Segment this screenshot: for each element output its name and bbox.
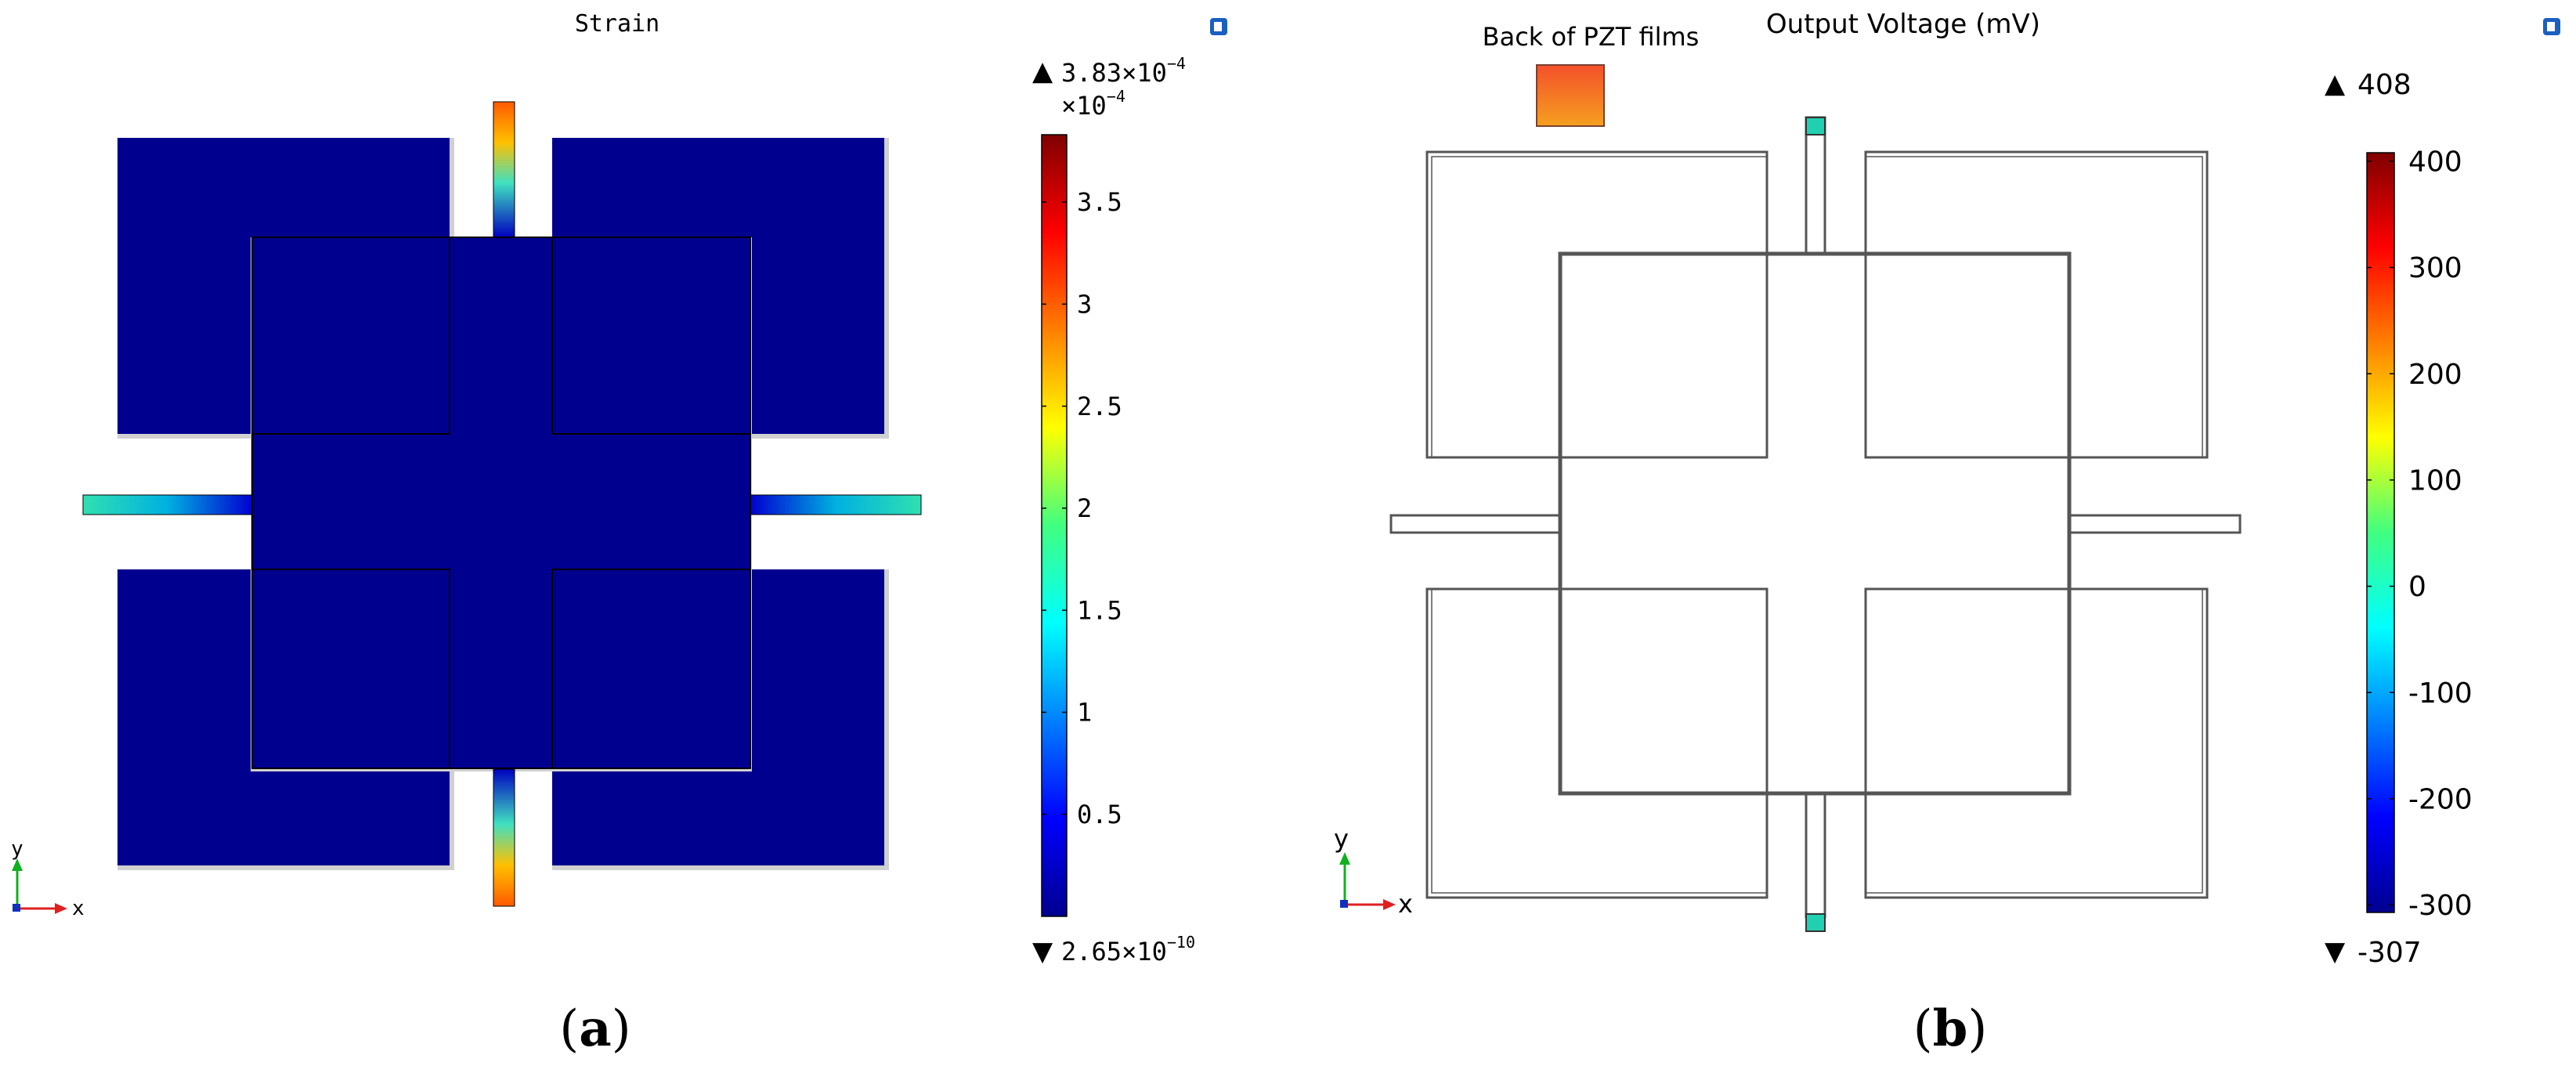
legend-max-value-b: 408	[2357, 69, 2412, 101]
view-icon-b[interactable]	[2543, 18, 2560, 35]
pad-top-right	[1864, 150, 2209, 459]
legend-min-value-b: -307	[2357, 937, 2422, 969]
beam-right	[750, 494, 922, 515]
strain-legend-tick-label: 3	[1077, 289, 1092, 319]
strain-legend-tick-label: 2	[1077, 493, 1092, 523]
voltage-legend-tick-label: 400	[2408, 146, 2462, 178]
voltage-legend-tick-label: -200	[2408, 783, 2473, 815]
beam-right-b	[2068, 514, 2242, 534]
panel-b: Output Voltage (mV) Back of PZT films	[1334, 9, 2560, 1058]
panel-a: Strain	[11, 10, 1227, 1058]
voltage-legend-tick-label: -300	[2408, 890, 2473, 922]
legend-max-value: 3.83×10	[1061, 58, 1167, 88]
voltage-legend-tick-label: 100	[2408, 464, 2462, 497]
pad-top-left	[1425, 150, 1769, 459]
legend-min-marker-b: ▼	[2325, 936, 2346, 967]
panel-b-title: Output Voltage (mV)	[1766, 9, 2040, 40]
legend-scale-factor: ×10	[1061, 91, 1107, 121]
pad-bottom-right	[1864, 587, 2209, 899]
beam-bottom-b	[1805, 792, 1826, 919]
beam-bottom	[493, 768, 515, 907]
center-plate	[252, 237, 750, 768]
strain-legend-tick-label: 1.5	[1077, 595, 1122, 625]
axis-triad-a: y x	[11, 837, 85, 920]
caption-a: (a)	[559, 999, 630, 1058]
voltage-color-bar	[2366, 152, 2395, 913]
beam-top	[493, 101, 515, 238]
legend-max-marker-b: ▲	[2325, 68, 2346, 99]
axis-y-label-b: y	[1334, 824, 1349, 854]
voltage-legend-tick-label: 0	[2408, 571, 2426, 603]
beam-left-b	[1389, 514, 1562, 534]
voltage-structure	[1389, 116, 2242, 919]
strain-legend-tick-label: 1	[1077, 698, 1092, 728]
strain-color-legend: ▲ 3.83×10−4 ×10−4 3.5 3 2.5 2 1.5 1 0.5 ▼ 2.65…	[1032, 54, 1195, 967]
legend-min-value: 2.65×10	[1061, 937, 1167, 966]
pzt-film-inset	[1536, 64, 1605, 127]
axis-x-label-a: x	[72, 897, 85, 920]
panel-a-title: Strain	[575, 10, 659, 38]
voltage-color-legend: ▲ 408 400 300 200 100 0 -100 -200 -300 ▼ -307	[2325, 68, 2473, 969]
axis-x-label-b: x	[1398, 889, 1413, 919]
contact-bottom	[1805, 913, 1826, 932]
strain-legend-tick-label: 2.5	[1077, 392, 1122, 421]
caption-b: (b)	[1913, 999, 1988, 1058]
pad-bottom-left	[1425, 587, 1769, 899]
contact-top	[1805, 117, 1826, 135]
center-frame	[1558, 251, 2072, 796]
voltage-legend-tick-label: -100	[2408, 677, 2473, 710]
strain-legend-tick-label: 0.5	[1077, 800, 1122, 829]
axis-y-label-a: y	[11, 837, 23, 861]
svg-text:2.65×10−10: 2.65×10−10	[1061, 933, 1195, 966]
voltage-legend-tick-label: 300	[2408, 252, 2462, 284]
strain-structure	[82, 101, 922, 907]
view-icon[interactable]	[1210, 18, 1227, 35]
svg-text:×10−4: ×10−4	[1061, 87, 1125, 121]
axis-triad-b: y x	[1334, 824, 1413, 919]
beam-top-b	[1805, 116, 1826, 255]
strain-legend-tick-label: 3.5	[1077, 187, 1122, 217]
beam-left	[82, 494, 253, 515]
legend-max-marker: ▲	[1032, 56, 1053, 87]
svg-text:3.83×10−4: 3.83×10−4	[1061, 54, 1186, 88]
voltage-legend-tick-label: 200	[2408, 359, 2462, 391]
legend-min-marker: ▼	[1032, 936, 1053, 967]
strain-color-bar	[1041, 134, 1068, 917]
inset-label: Back of PZT films	[1483, 22, 1700, 52]
